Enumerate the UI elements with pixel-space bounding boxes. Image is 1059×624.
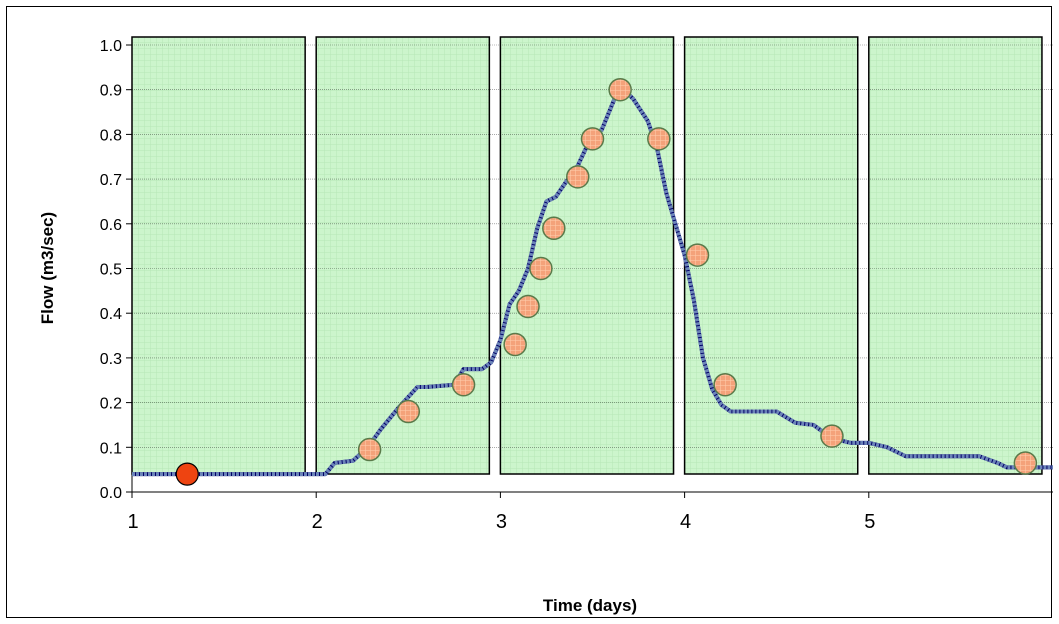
sample-marker [608,77,632,102]
y-tick-label: 1.0 [100,38,122,55]
y-tick-label: 0.6 [100,217,122,234]
sample-marker [820,424,844,448]
sample-markers [175,77,1038,486]
y-axis-title: Flow (m3/sec) [38,212,57,324]
sample-marker [357,437,382,462]
sample-marker [451,372,476,397]
sample-marker [713,372,737,397]
x-tick-label: 4 [680,511,691,533]
shaded-periods [131,36,1043,475]
y-tick-labels: 0.0 0.1 0.2 0.3 0.4 0.5 0.6 0.7 0.8 0.9 1.0 [100,38,122,502]
period-box-3 [499,36,675,475]
sample-marker [542,216,566,241]
sample-marker [516,294,540,319]
y-tick-label: 0.2 [100,396,122,413]
sample-marker [685,243,710,267]
y-tick-label: 0.5 [100,262,122,279]
y-tick-label: 0.9 [100,83,122,100]
y-tick-label: 0.0 [100,485,122,502]
axes [126,44,1053,498]
sample-marker [396,399,421,424]
y-tick-label: 0.3 [100,351,122,368]
x-tick-labels: 1 2 3 4 5 [127,511,875,533]
sample-marker [1013,451,1038,475]
sample-marker [529,256,553,281]
y-tick-label: 0.4 [100,306,122,323]
period-box-5 [868,36,1043,475]
sample-marker [580,127,605,151]
y-tick-label: 0.7 [100,172,122,189]
x-tick-label: 2 [312,511,323,533]
sample-marker [503,332,527,357]
sample-marker [647,127,671,151]
y-tick-label: 0.8 [100,127,122,144]
period-box-1 [131,36,306,475]
sample-marker [566,165,590,189]
x-tick-label: 1 [127,511,138,533]
period-box-4 [683,36,859,475]
first-sample-marker [175,462,199,486]
x-tick-label: 5 [864,511,875,533]
y-tick-label: 0.1 [100,440,122,457]
x-axis-title: Time (days) [543,596,637,615]
x-tick-label: 3 [496,511,507,533]
